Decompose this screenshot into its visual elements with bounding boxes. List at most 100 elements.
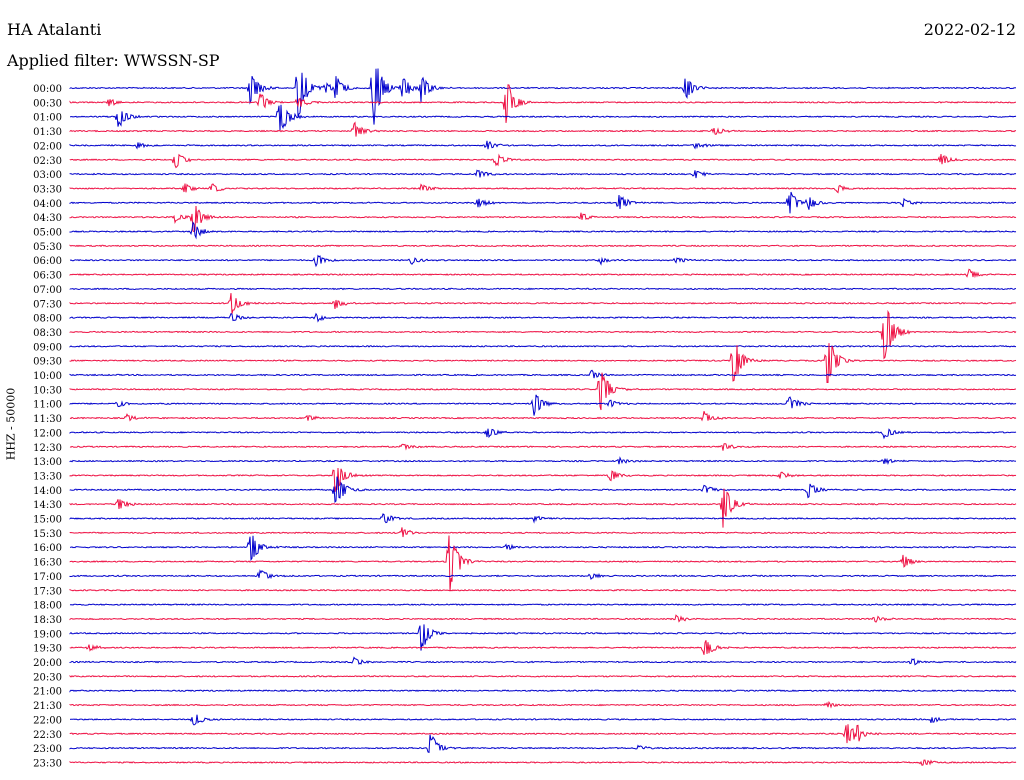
row-label: 14:00 <box>33 486 62 497</box>
trace-line <box>69 656 1017 666</box>
row-label: 04:00 <box>33 199 62 210</box>
row-label: 00:30 <box>33 98 62 109</box>
trace-line <box>69 689 1017 693</box>
trace-line <box>69 372 1017 411</box>
trace-line <box>69 456 1017 465</box>
row-label: 11:00 <box>33 400 62 411</box>
row-label: 01:00 <box>33 113 62 124</box>
row-label: 18:30 <box>33 615 62 626</box>
row-label: 20:30 <box>33 672 62 683</box>
row-label: 10:00 <box>33 371 62 382</box>
trace-line <box>69 467 1017 493</box>
date-label: 2022-02-12 <box>923 20 1016 39</box>
row-label: 02:00 <box>33 141 62 152</box>
trace-line <box>69 476 1017 503</box>
row-label: 09:30 <box>33 357 62 368</box>
trace-line <box>69 191 1016 214</box>
row-label: 16:00 <box>33 543 62 554</box>
trace-line <box>69 614 1017 623</box>
row-label: 03:30 <box>33 184 62 195</box>
trace-line <box>69 369 1017 379</box>
row-label: 08:00 <box>33 314 62 325</box>
trace-line <box>69 268 1017 279</box>
trace-line <box>69 428 1017 440</box>
trace-line <box>69 624 1017 651</box>
trace-line <box>69 603 1017 606</box>
trace-line <box>69 140 1017 150</box>
row-label: 22:30 <box>33 730 62 741</box>
traces <box>69 68 1017 766</box>
trace-line <box>69 254 1017 268</box>
row-label: 13:00 <box>33 457 62 468</box>
row-label: 16:30 <box>33 558 62 569</box>
row-label: 17:00 <box>33 572 62 583</box>
trace-line <box>69 714 1017 726</box>
trace-line <box>69 443 1017 451</box>
trace-line <box>69 513 1017 524</box>
row-label: 22:00 <box>33 715 62 726</box>
row-label: 03:00 <box>33 170 62 181</box>
trace-line <box>69 527 1017 538</box>
row-label: 02:30 <box>33 156 62 167</box>
row-label: 06:30 <box>33 271 62 282</box>
row-label: 15:30 <box>33 529 62 540</box>
trace-line <box>69 293 1017 314</box>
row-label: 11:30 <box>33 414 62 425</box>
trace-line <box>69 411 1017 422</box>
trace-line <box>69 394 1017 416</box>
trace-line <box>69 221 1017 240</box>
trace-line <box>69 68 1017 125</box>
trace-line <box>69 734 1017 754</box>
trace-line <box>69 205 1017 233</box>
row-label: 21:30 <box>33 701 62 712</box>
trace-line <box>69 344 1017 348</box>
trace-line <box>69 759 1017 766</box>
trace-line <box>70 104 1017 131</box>
trace-line <box>69 287 1016 291</box>
row-label: 09:00 <box>33 342 62 353</box>
trace-line <box>69 183 1017 194</box>
row-label: 19:00 <box>33 629 62 640</box>
trace-line <box>69 675 1017 678</box>
row-label: 07:00 <box>33 285 62 296</box>
filter-label: Applied filter: WWSSN-SP <box>7 51 220 70</box>
trace-line <box>69 588 1017 592</box>
row-label: 19:30 <box>33 644 62 655</box>
trace-line <box>69 569 1017 580</box>
row-label: 08:30 <box>33 328 62 339</box>
row-label: 00:00 <box>33 84 62 95</box>
row-label: 05:30 <box>33 242 62 253</box>
row-label: 10:30 <box>33 385 62 396</box>
row-label: 20:00 <box>33 658 62 669</box>
trace-line <box>69 169 1017 179</box>
trace-line <box>69 535 1017 592</box>
row-label: 07:30 <box>33 299 62 310</box>
station-title: HA Atalanti <box>7 20 102 39</box>
row-label: 05:00 <box>33 228 62 239</box>
row-label: 18:00 <box>33 601 62 612</box>
trace-line <box>69 244 1017 248</box>
row-label: 04:30 <box>33 213 62 224</box>
row-label: 14:30 <box>33 500 62 511</box>
row-label: 01:30 <box>33 127 62 138</box>
trace-line <box>69 640 1017 655</box>
row-label: 23:30 <box>33 758 62 769</box>
row-label: 21:00 <box>33 687 62 698</box>
trace-line <box>69 535 1017 562</box>
trace-line <box>69 153 1017 169</box>
row-label: 17:30 <box>33 586 62 597</box>
trace-line <box>69 84 1016 123</box>
trace-line <box>69 309 1017 360</box>
trace-line <box>69 724 1017 744</box>
trace-line <box>69 700 1017 709</box>
trace-line <box>69 121 1017 137</box>
row-labels: 00:00 00:30 01:00 01:30 02:00 02:30 03:00 03:30… <box>33 84 62 769</box>
trace-line <box>69 343 1017 383</box>
trace-line <box>69 312 1017 323</box>
row-label: 06:00 <box>33 256 62 267</box>
row-label: 13:30 <box>33 471 62 482</box>
row-label: 23:00 <box>33 744 62 755</box>
row-label: 12:00 <box>33 428 62 439</box>
trace-line <box>69 488 1017 528</box>
